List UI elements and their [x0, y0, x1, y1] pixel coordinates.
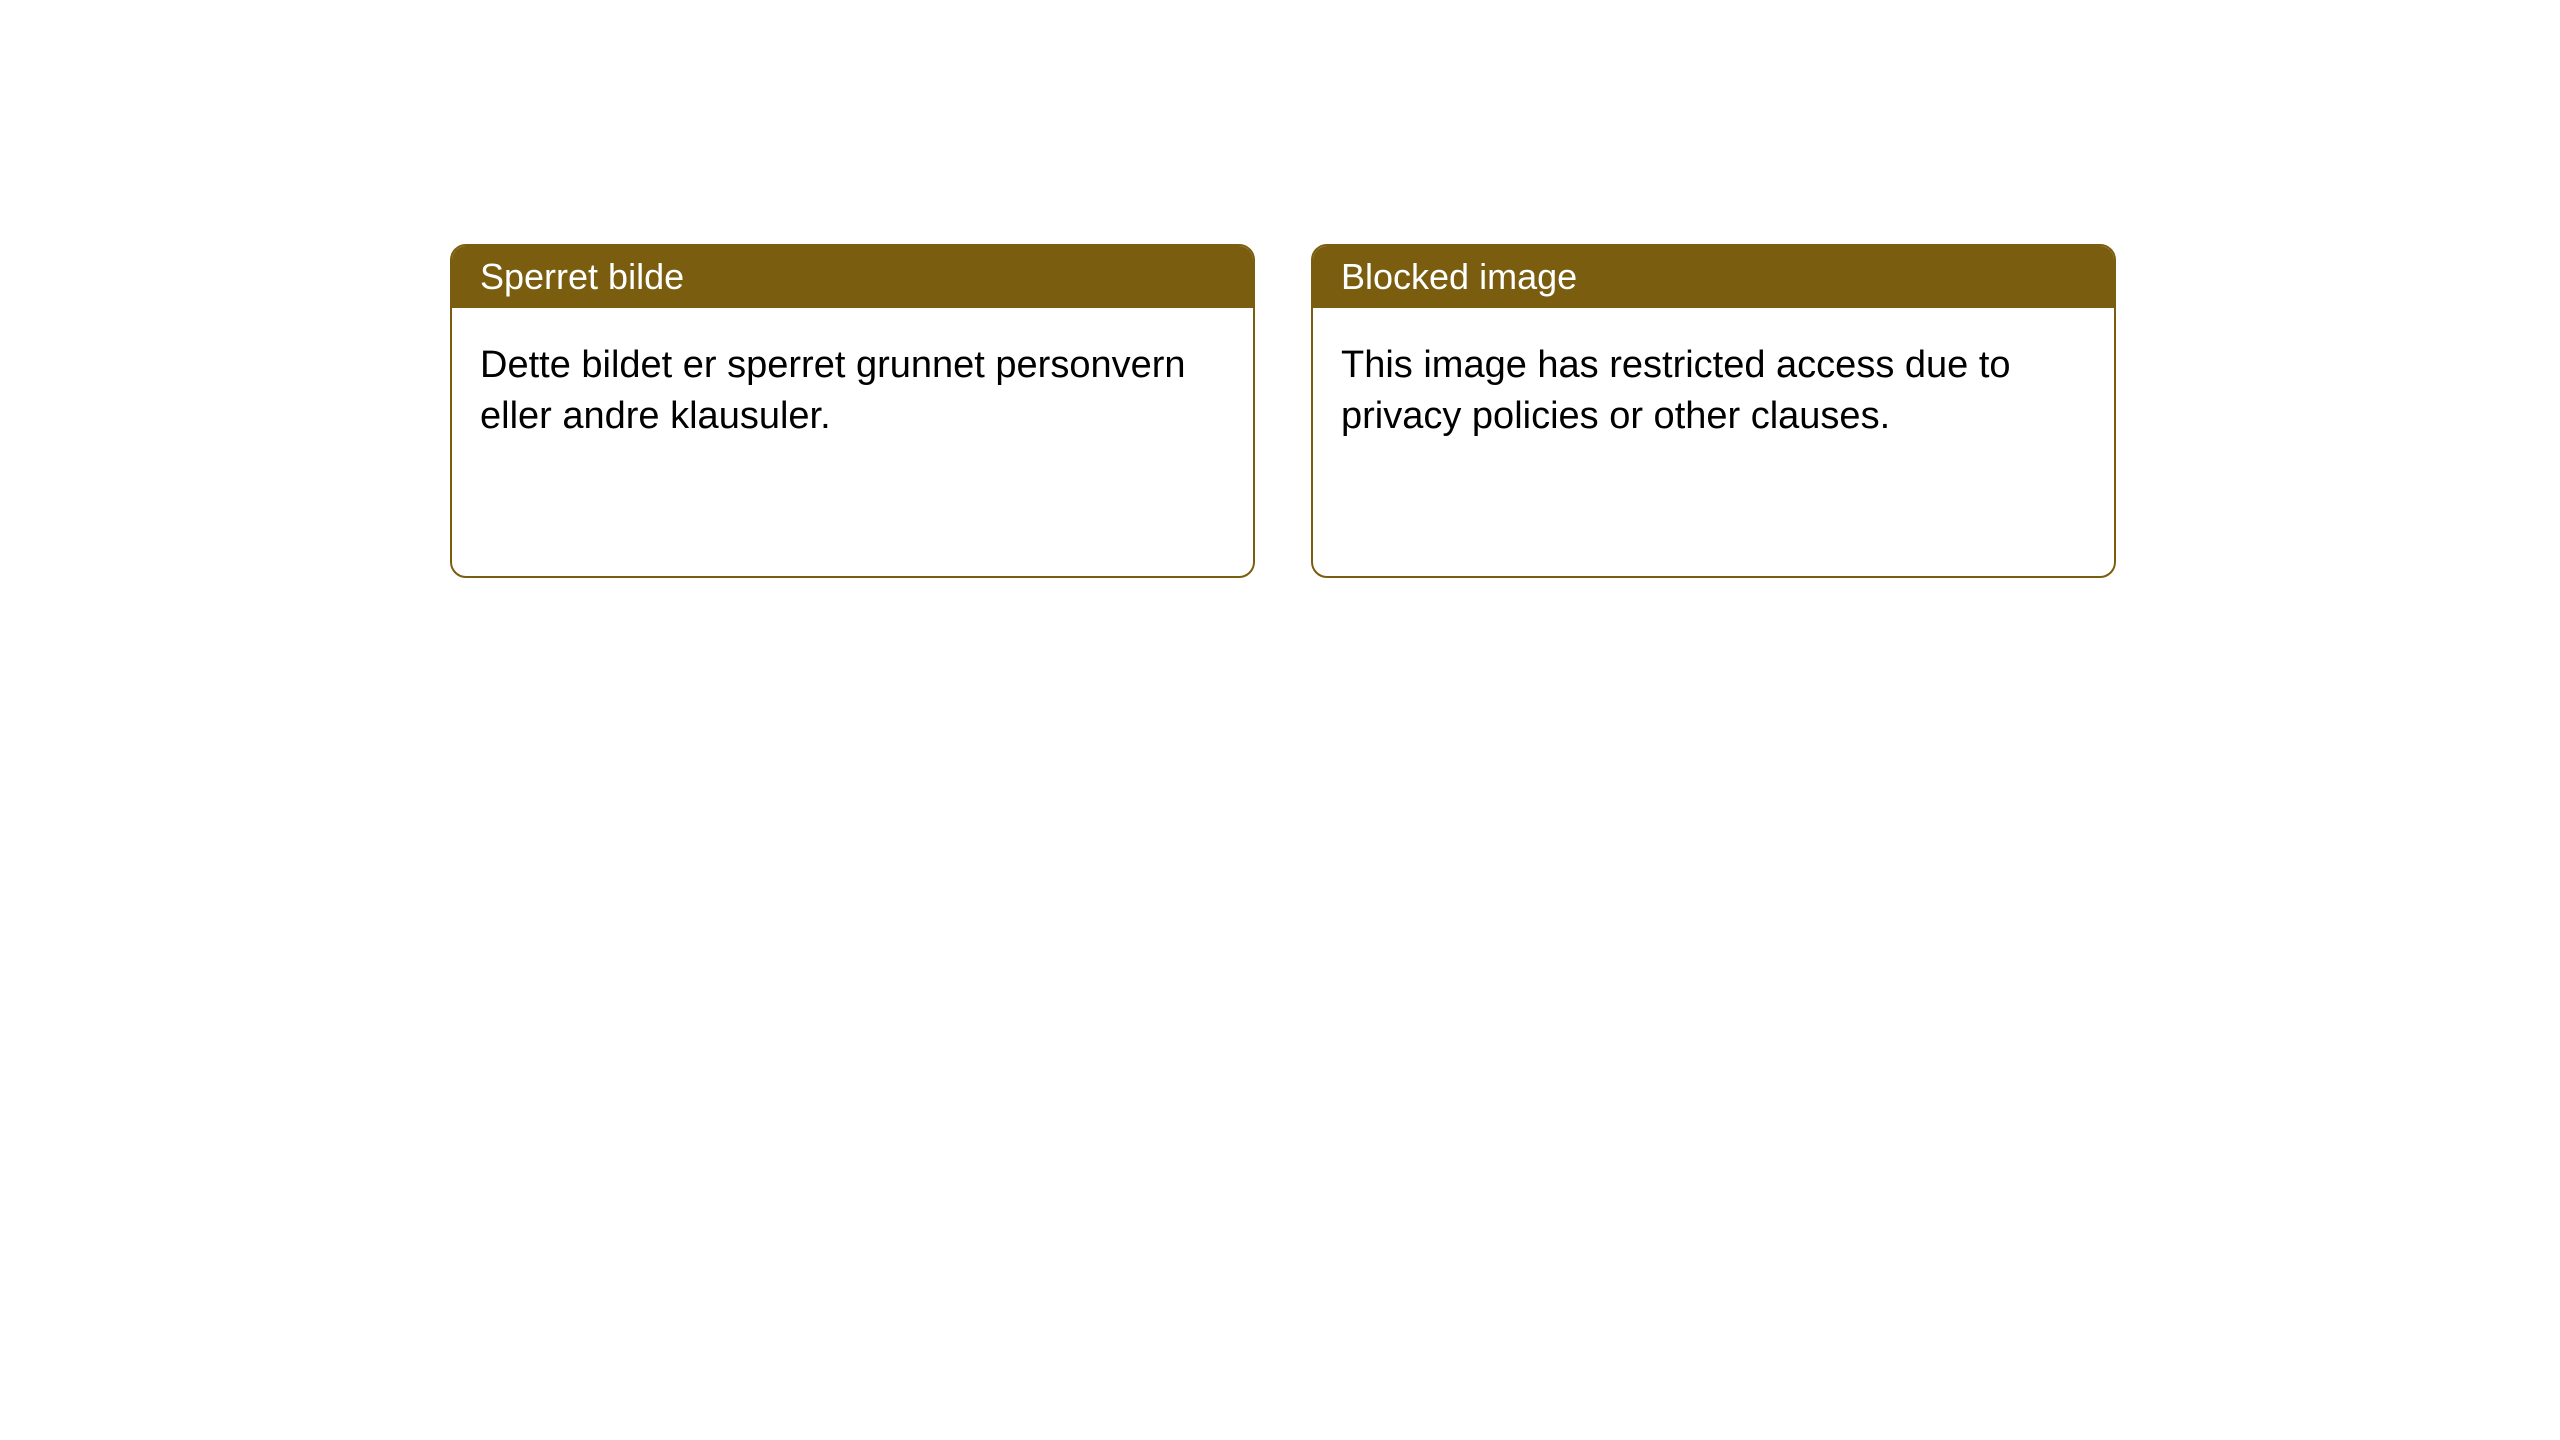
notice-card-english: Blocked image This image has restricted …: [1311, 244, 2116, 578]
notice-body-text: This image has restricted access due to …: [1341, 344, 2011, 437]
notice-card-body: Dette bildet er sperret grunnet personve…: [452, 308, 1253, 475]
notice-title: Blocked image: [1341, 256, 1577, 297]
notice-container: Sperret bilde Dette bildet er sperret gr…: [450, 244, 2116, 578]
notice-body-text: Dette bildet er sperret grunnet personve…: [480, 344, 1186, 437]
notice-card-norwegian: Sperret bilde Dette bildet er sperret gr…: [450, 244, 1255, 578]
notice-card-header: Blocked image: [1313, 246, 2114, 308]
notice-card-header: Sperret bilde: [452, 246, 1253, 308]
notice-title: Sperret bilde: [480, 256, 684, 297]
notice-card-body: This image has restricted access due to …: [1313, 308, 2114, 475]
